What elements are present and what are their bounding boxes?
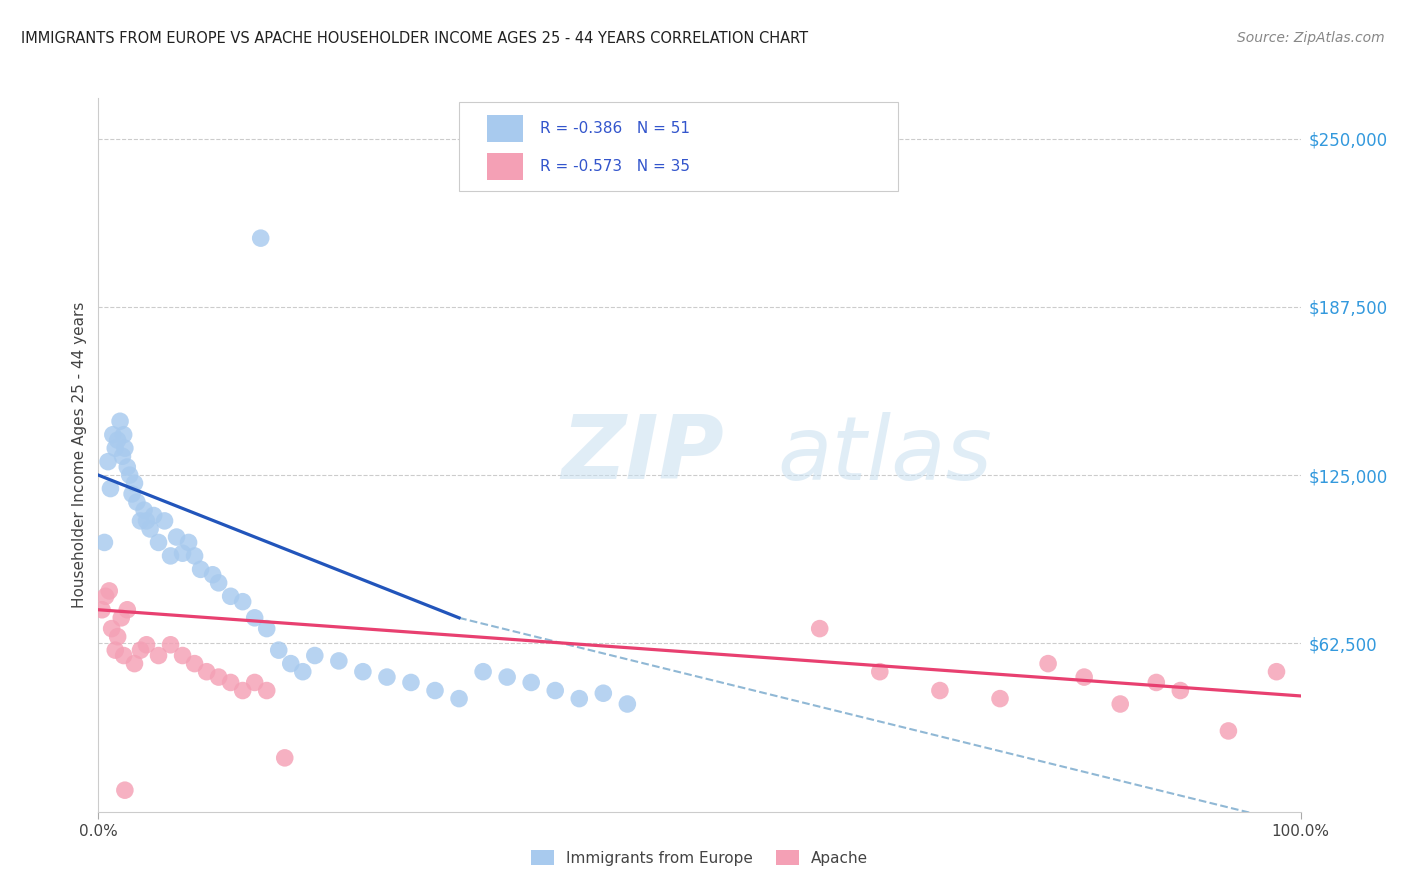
Point xyxy=(114,783,136,797)
Point xyxy=(1170,683,1192,698)
Text: R = -0.573   N = 35: R = -0.573 N = 35 xyxy=(540,160,689,174)
Point xyxy=(304,648,326,663)
Point xyxy=(423,683,446,698)
Point xyxy=(232,595,254,609)
Point xyxy=(1036,657,1059,671)
Point xyxy=(928,683,950,698)
Point xyxy=(232,683,254,698)
Point xyxy=(256,683,278,698)
Point xyxy=(98,583,121,598)
Text: R = -0.386   N = 51: R = -0.386 N = 51 xyxy=(540,120,689,136)
Point xyxy=(208,575,231,590)
Point xyxy=(988,691,1011,706)
Point xyxy=(544,683,567,698)
Point xyxy=(124,657,146,671)
Legend: Immigrants from Europe, Apache: Immigrants from Europe, Apache xyxy=(524,844,875,871)
Point xyxy=(104,643,127,657)
Point xyxy=(219,675,242,690)
Point xyxy=(447,691,470,706)
Point xyxy=(616,697,638,711)
Point xyxy=(112,648,135,663)
Point xyxy=(94,589,117,603)
Point xyxy=(125,495,148,509)
Point xyxy=(159,638,181,652)
Point xyxy=(195,665,218,679)
Text: atlas: atlas xyxy=(778,412,993,498)
Point xyxy=(104,441,127,455)
Point xyxy=(399,675,422,690)
Point xyxy=(568,691,591,706)
Point xyxy=(132,503,155,517)
Point xyxy=(219,589,242,603)
Point xyxy=(108,414,131,428)
Point xyxy=(1265,665,1288,679)
Point xyxy=(256,622,278,636)
Point xyxy=(135,638,157,652)
Point xyxy=(135,514,157,528)
Point xyxy=(592,686,614,700)
Point xyxy=(139,522,162,536)
Point xyxy=(183,549,205,563)
Text: IMMIGRANTS FROM EUROPE VS APACHE HOUSEHOLDER INCOME AGES 25 - 44 YEARS CORRELATI: IMMIGRANTS FROM EUROPE VS APACHE HOUSEHO… xyxy=(21,31,808,46)
Text: Source: ZipAtlas.com: Source: ZipAtlas.com xyxy=(1237,31,1385,45)
Point xyxy=(107,433,129,447)
FancyBboxPatch shape xyxy=(458,102,898,191)
Point xyxy=(869,665,891,679)
Point xyxy=(520,675,543,690)
Point xyxy=(1073,670,1095,684)
Text: ZIP: ZIP xyxy=(561,411,724,499)
Point xyxy=(1109,697,1132,711)
Point xyxy=(172,648,194,663)
Point xyxy=(114,441,136,455)
Point xyxy=(201,567,224,582)
Point xyxy=(100,482,122,496)
Point xyxy=(166,530,188,544)
Point xyxy=(111,450,134,464)
Point xyxy=(1218,723,1240,738)
Point xyxy=(110,611,132,625)
Point xyxy=(159,549,181,563)
Point xyxy=(267,643,290,657)
Point xyxy=(148,535,170,549)
Point xyxy=(172,546,194,560)
Point xyxy=(328,654,350,668)
Point xyxy=(496,670,519,684)
Point xyxy=(249,231,271,245)
FancyBboxPatch shape xyxy=(486,153,523,180)
Point xyxy=(274,751,297,765)
FancyBboxPatch shape xyxy=(486,115,523,142)
Point xyxy=(148,648,170,663)
Point xyxy=(808,622,831,636)
Point xyxy=(190,562,212,576)
Point xyxy=(1144,675,1167,690)
Point xyxy=(100,622,122,636)
Point xyxy=(124,476,146,491)
Point xyxy=(375,670,398,684)
Point xyxy=(117,603,139,617)
Point xyxy=(121,487,143,501)
Point xyxy=(142,508,165,523)
Point xyxy=(129,643,152,657)
Y-axis label: Householder Income Ages 25 - 44 years: Householder Income Ages 25 - 44 years xyxy=(72,301,87,608)
Point xyxy=(243,611,266,625)
Point xyxy=(117,460,139,475)
Point xyxy=(129,514,152,528)
Point xyxy=(243,675,266,690)
Point xyxy=(112,427,135,442)
Point xyxy=(208,670,231,684)
Point xyxy=(177,535,200,549)
Point xyxy=(291,665,314,679)
Point xyxy=(280,657,302,671)
Point xyxy=(352,665,374,679)
Point xyxy=(472,665,495,679)
Point xyxy=(101,427,124,442)
Point xyxy=(97,455,120,469)
Point xyxy=(183,657,205,671)
Point xyxy=(93,535,115,549)
Point xyxy=(107,630,129,644)
Point xyxy=(91,603,114,617)
Point xyxy=(118,468,141,483)
Point xyxy=(153,514,176,528)
